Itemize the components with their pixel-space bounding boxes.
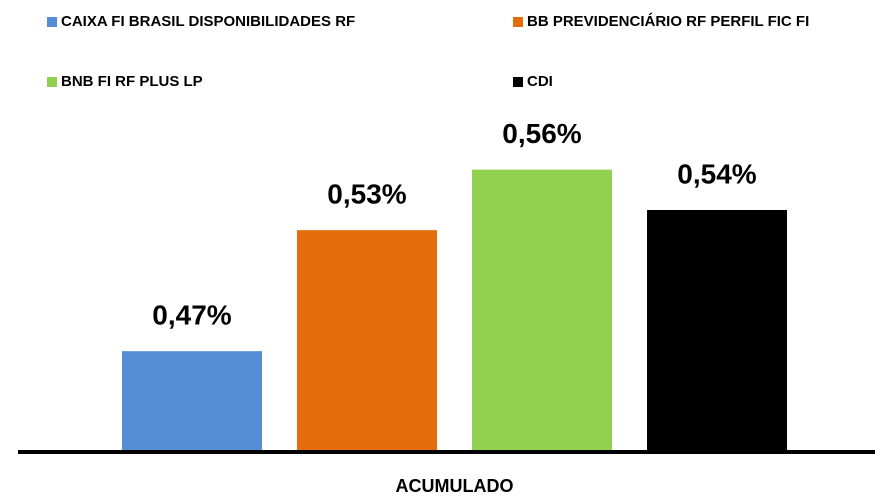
legend-label: CDI <box>527 73 553 90</box>
data-label: 0,53% <box>327 179 406 210</box>
data-label: 0,54% <box>677 158 756 189</box>
legend-swatch <box>513 77 523 87</box>
data-label: 0,56% <box>502 118 581 149</box>
legend-label: CAIXA FI BRASIL DISPONIBILIDADES RF <box>61 13 355 30</box>
bar <box>297 230 437 452</box>
bar <box>647 210 787 452</box>
legend-swatch <box>513 17 523 27</box>
data-label: 0,47% <box>152 300 231 331</box>
legend-label: BB PREVIDENCIÁRIO RF PERFIL FIC FI <box>527 13 809 30</box>
bar <box>472 169 612 452</box>
legend-swatch <box>47 17 57 27</box>
legend-label: BNB FI RF PLUS LP <box>61 73 203 90</box>
bar <box>122 351 262 452</box>
x-tick-label: ACUMULADO <box>396 476 514 496</box>
legend-swatch <box>47 77 57 87</box>
